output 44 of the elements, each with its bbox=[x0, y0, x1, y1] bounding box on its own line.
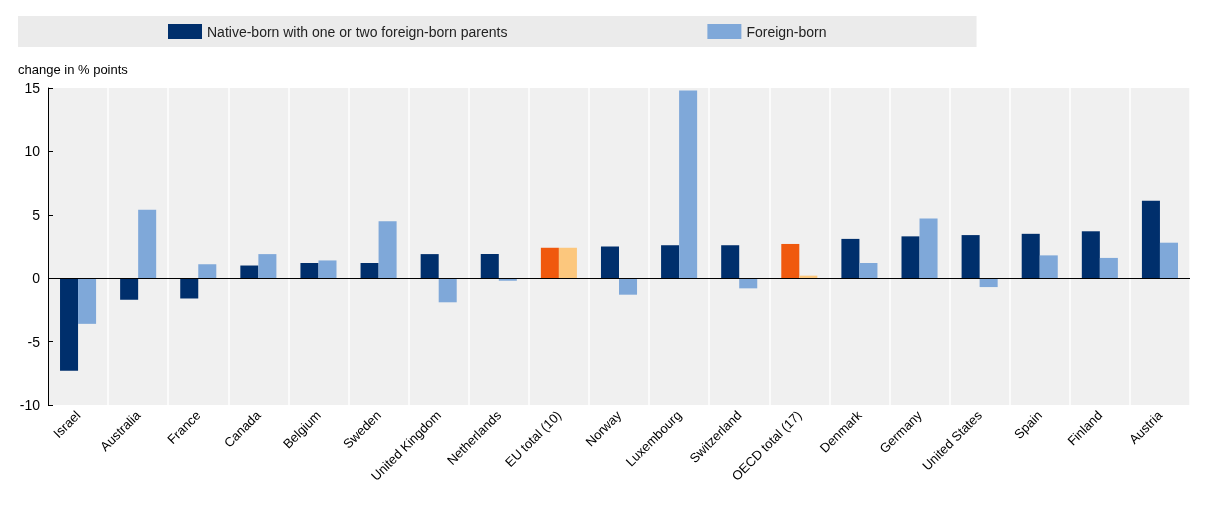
bar bbox=[1039, 255, 1058, 279]
bar bbox=[979, 278, 998, 288]
y-axis-title: change in % points bbox=[18, 62, 129, 77]
y-tick-label: 15 bbox=[24, 80, 41, 96]
bar bbox=[901, 236, 920, 279]
bar bbox=[600, 246, 619, 279]
bar bbox=[198, 264, 217, 279]
bar bbox=[859, 262, 878, 279]
bar bbox=[420, 254, 439, 279]
y-tick-label: -5 bbox=[27, 333, 41, 350]
bar bbox=[120, 278, 139, 300]
bar bbox=[318, 260, 337, 279]
bar bbox=[919, 218, 938, 279]
bar bbox=[781, 243, 800, 279]
bar bbox=[258, 254, 277, 279]
bar bbox=[138, 209, 157, 279]
bar bbox=[558, 247, 577, 279]
bar bbox=[1099, 257, 1118, 279]
y-tick-label: 5 bbox=[32, 206, 41, 223]
bar bbox=[78, 278, 97, 324]
bar bbox=[240, 265, 259, 279]
bar bbox=[1141, 200, 1160, 279]
y-tick-label: 0 bbox=[32, 270, 41, 287]
bar bbox=[679, 90, 698, 279]
bar bbox=[619, 278, 638, 295]
bar bbox=[180, 278, 199, 299]
bar bbox=[841, 238, 860, 279]
bar bbox=[438, 278, 457, 303]
bar bbox=[378, 221, 397, 279]
bar bbox=[721, 245, 740, 279]
bar bbox=[1081, 231, 1100, 279]
legend-label: Native-born with one or two foreign-born parents bbox=[207, 23, 508, 40]
bar bbox=[661, 245, 680, 279]
legend-label: Foreign-born bbox=[746, 23, 827, 40]
bar bbox=[60, 278, 79, 371]
bar bbox=[961, 235, 980, 279]
bar bbox=[300, 262, 319, 279]
bar bbox=[1021, 233, 1040, 279]
bar bbox=[480, 254, 499, 279]
bar bbox=[1159, 242, 1178, 279]
y-tick-label: -10 bbox=[19, 397, 41, 413]
bar bbox=[540, 247, 559, 279]
y-tick-label: 10 bbox=[24, 143, 41, 160]
bar bbox=[360, 262, 379, 279]
